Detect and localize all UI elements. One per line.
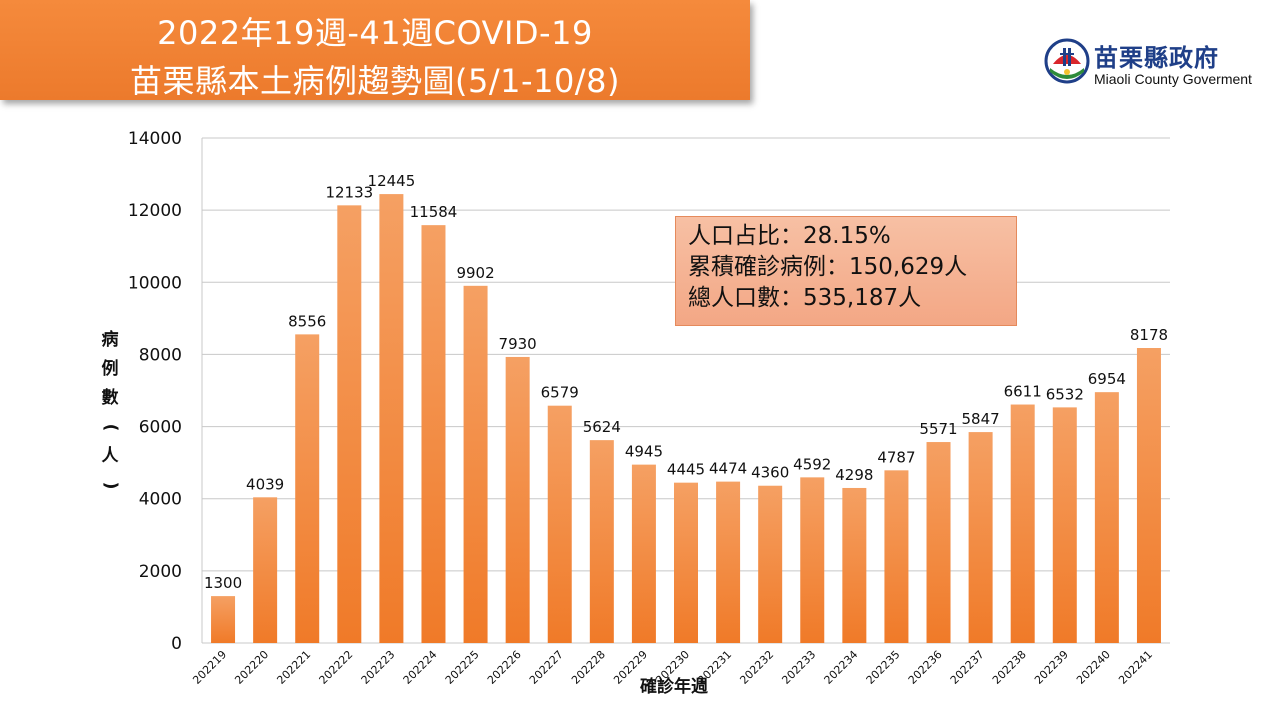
data-label: 9902 <box>456 264 494 282</box>
data-label: 6579 <box>541 384 579 402</box>
y-tick-label: 14000 <box>128 129 182 149</box>
bar <box>547 405 572 643</box>
bar <box>589 440 614 643</box>
info-population-share: 人口占比：28.15% <box>688 223 891 249</box>
y-axis-label-char: 例 <box>101 359 119 379</box>
x-tick-label: 202232 <box>737 648 776 687</box>
data-label: 4474 <box>709 460 747 478</box>
info-cumulative-cases: 累積確診病例：150,629人 <box>688 254 968 280</box>
y-tick-label: 6000 <box>139 418 182 438</box>
bar <box>253 497 278 643</box>
data-label: 4360 <box>751 464 789 482</box>
x-tick-label: 202236 <box>906 648 945 687</box>
y-axis-label-char: ( <box>100 423 121 432</box>
bar <box>758 485 783 643</box>
bars <box>211 194 1161 644</box>
x-tick-label: 202239 <box>1032 648 1071 687</box>
data-label: 4787 <box>877 448 915 466</box>
data-label: 12133 <box>325 183 373 201</box>
data-labels: 1300403985561213312445115849902793065795… <box>204 172 1168 592</box>
x-tick-label: 202220 <box>232 648 271 687</box>
y-axis-label-char: 病 <box>101 330 119 350</box>
data-label: 4298 <box>835 466 873 484</box>
x-tick-label: 202228 <box>569 648 608 687</box>
y-axis-label-char: ) <box>100 481 121 490</box>
y-tick-label: 2000 <box>139 562 182 582</box>
data-label: 12445 <box>368 172 416 190</box>
y-axis-label-char: 數 <box>101 388 119 408</box>
data-label: 6532 <box>1046 385 1084 403</box>
y-axis-label: 病例數 ( 人) <box>96 326 124 500</box>
data-label: 5571 <box>919 420 957 438</box>
y-tick-label: 8000 <box>139 345 182 365</box>
x-tick-label: 202233 <box>779 648 818 687</box>
x-tick-label: 202235 <box>864 648 903 687</box>
data-label: 8178 <box>1130 326 1168 344</box>
bar <box>421 225 446 644</box>
x-tick-label: 202234 <box>822 648 861 687</box>
x-tick-label: 202225 <box>443 648 482 687</box>
y-tick-label: 4000 <box>139 490 182 510</box>
bar <box>1136 348 1161 643</box>
x-tick-label: 202219 <box>190 648 229 687</box>
bar <box>968 432 993 643</box>
logo-name: 苗栗縣政府 <box>1094 43 1219 72</box>
x-axis-label: 確診年週 <box>640 677 708 697</box>
y-tick-label: 0 <box>171 634 182 654</box>
data-label: 6611 <box>1004 383 1042 401</box>
bar <box>926 442 951 643</box>
y-tick-label: 12000 <box>128 201 182 221</box>
x-tick-label: 202227 <box>527 648 566 687</box>
title-line-2: 苗栗縣本土病例趨勢圖(5/1-10/8) <box>130 62 620 100</box>
x-tick-label: 202238 <box>990 648 1029 687</box>
data-label: 5847 <box>962 410 1000 428</box>
data-label: 7930 <box>499 335 537 353</box>
bar <box>211 596 236 643</box>
bar <box>884 470 909 643</box>
info-total-population: 總人口數：535,187人 <box>688 285 922 311</box>
x-tick-label: 202223 <box>359 648 398 687</box>
data-label: 4039 <box>246 475 284 493</box>
data-label: 1300 <box>204 574 242 592</box>
bar <box>1094 392 1119 643</box>
x-tick-label: 202222 <box>317 648 356 687</box>
y-tick-label: 10000 <box>128 273 182 293</box>
title-line-1: 2022年19週-41週COVID-19 <box>157 14 593 52</box>
bar <box>674 482 698 643</box>
data-label: 4445 <box>667 461 705 479</box>
y-tick-labels: 0 2000 4000 6000 8000 10000 12000 14000 <box>128 129 182 654</box>
x-tick-label: 202224 <box>401 648 440 687</box>
data-label: 8556 <box>288 312 326 330</box>
info-box: 人口占比：28.15% 累積確診病例：150,629人 總人口數：535,187… <box>675 216 1017 326</box>
bar <box>379 194 404 643</box>
data-label: 5624 <box>583 418 621 436</box>
county-seal-icon <box>1044 38 1090 84</box>
x-tick-label: 202221 <box>274 648 313 687</box>
x-tick-label: 202226 <box>485 648 524 687</box>
data-label: 4945 <box>625 443 663 461</box>
logo-subtitle: Miaoli County Goverment <box>1094 71 1252 87</box>
bar <box>505 356 530 643</box>
x-tick-label: 202240 <box>1074 648 1113 687</box>
bar <box>1010 404 1035 643</box>
bar <box>295 334 320 643</box>
bar <box>800 477 825 643</box>
x-tick-label: 202241 <box>1116 648 1155 687</box>
data-label: 11584 <box>410 203 458 221</box>
x-tick-label: 202237 <box>948 648 987 687</box>
bar <box>716 481 741 643</box>
bar <box>842 487 867 643</box>
bar <box>631 464 656 643</box>
data-label: 6954 <box>1088 370 1126 388</box>
bar <box>1052 407 1077 643</box>
bar <box>337 205 362 644</box>
bar <box>463 285 488 643</box>
y-axis-label-char: 人 <box>101 446 119 466</box>
title-banner: 2022年19週-41週COVID-19 苗栗縣本土病例趨勢圖(5/1-10/8… <box>0 0 750 100</box>
data-label: 4592 <box>793 455 831 473</box>
